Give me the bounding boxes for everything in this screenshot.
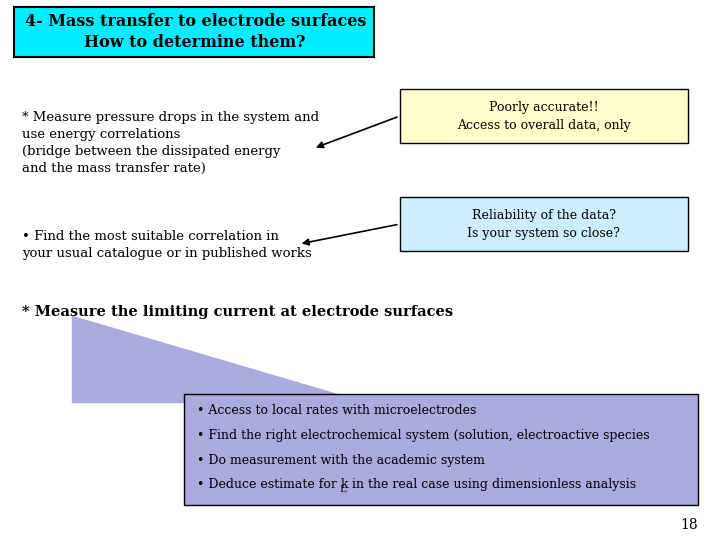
FancyBboxPatch shape <box>184 394 698 505</box>
Text: How to determine them?: How to determine them? <box>84 35 305 51</box>
Text: * Measure the limiting current at electrode surfaces: * Measure the limiting current at electr… <box>22 305 453 319</box>
Text: * Measure pressure drops in the system and
use energy correlations
(bridge betwe: * Measure pressure drops in the system a… <box>22 111 319 175</box>
Text: • Find the right electrochemical system (solution, electroactive species: • Find the right electrochemical system … <box>197 429 649 442</box>
FancyBboxPatch shape <box>400 197 688 251</box>
Text: Reliability of the data?
Is your system so close?: Reliability of the data? Is your system … <box>467 208 620 240</box>
Text: 18: 18 <box>681 518 698 532</box>
Text: • Find the most suitable correlation in
your usual catalogue or in published wor: • Find the most suitable correlation in … <box>22 230 311 260</box>
Text: • Deduce estimate for k: • Deduce estimate for k <box>197 478 348 491</box>
Polygon shape <box>72 316 364 402</box>
FancyBboxPatch shape <box>14 7 374 57</box>
Text: • Access to local rates with microelectrodes: • Access to local rates with microelectr… <box>197 404 476 417</box>
Text: • Do measurement with the academic system: • Do measurement with the academic syste… <box>197 454 485 467</box>
Text: Poorly accurate!!
Access to overall data, only: Poorly accurate!! Access to overall data… <box>456 100 631 132</box>
Text: L: L <box>339 485 346 495</box>
Text: in the real case using dimensionless analysis: in the real case using dimensionless ana… <box>348 478 636 491</box>
Text: 4- Mass transfer to electrode surfaces: 4- Mass transfer to electrode surfaces <box>25 14 366 30</box>
FancyBboxPatch shape <box>400 89 688 143</box>
